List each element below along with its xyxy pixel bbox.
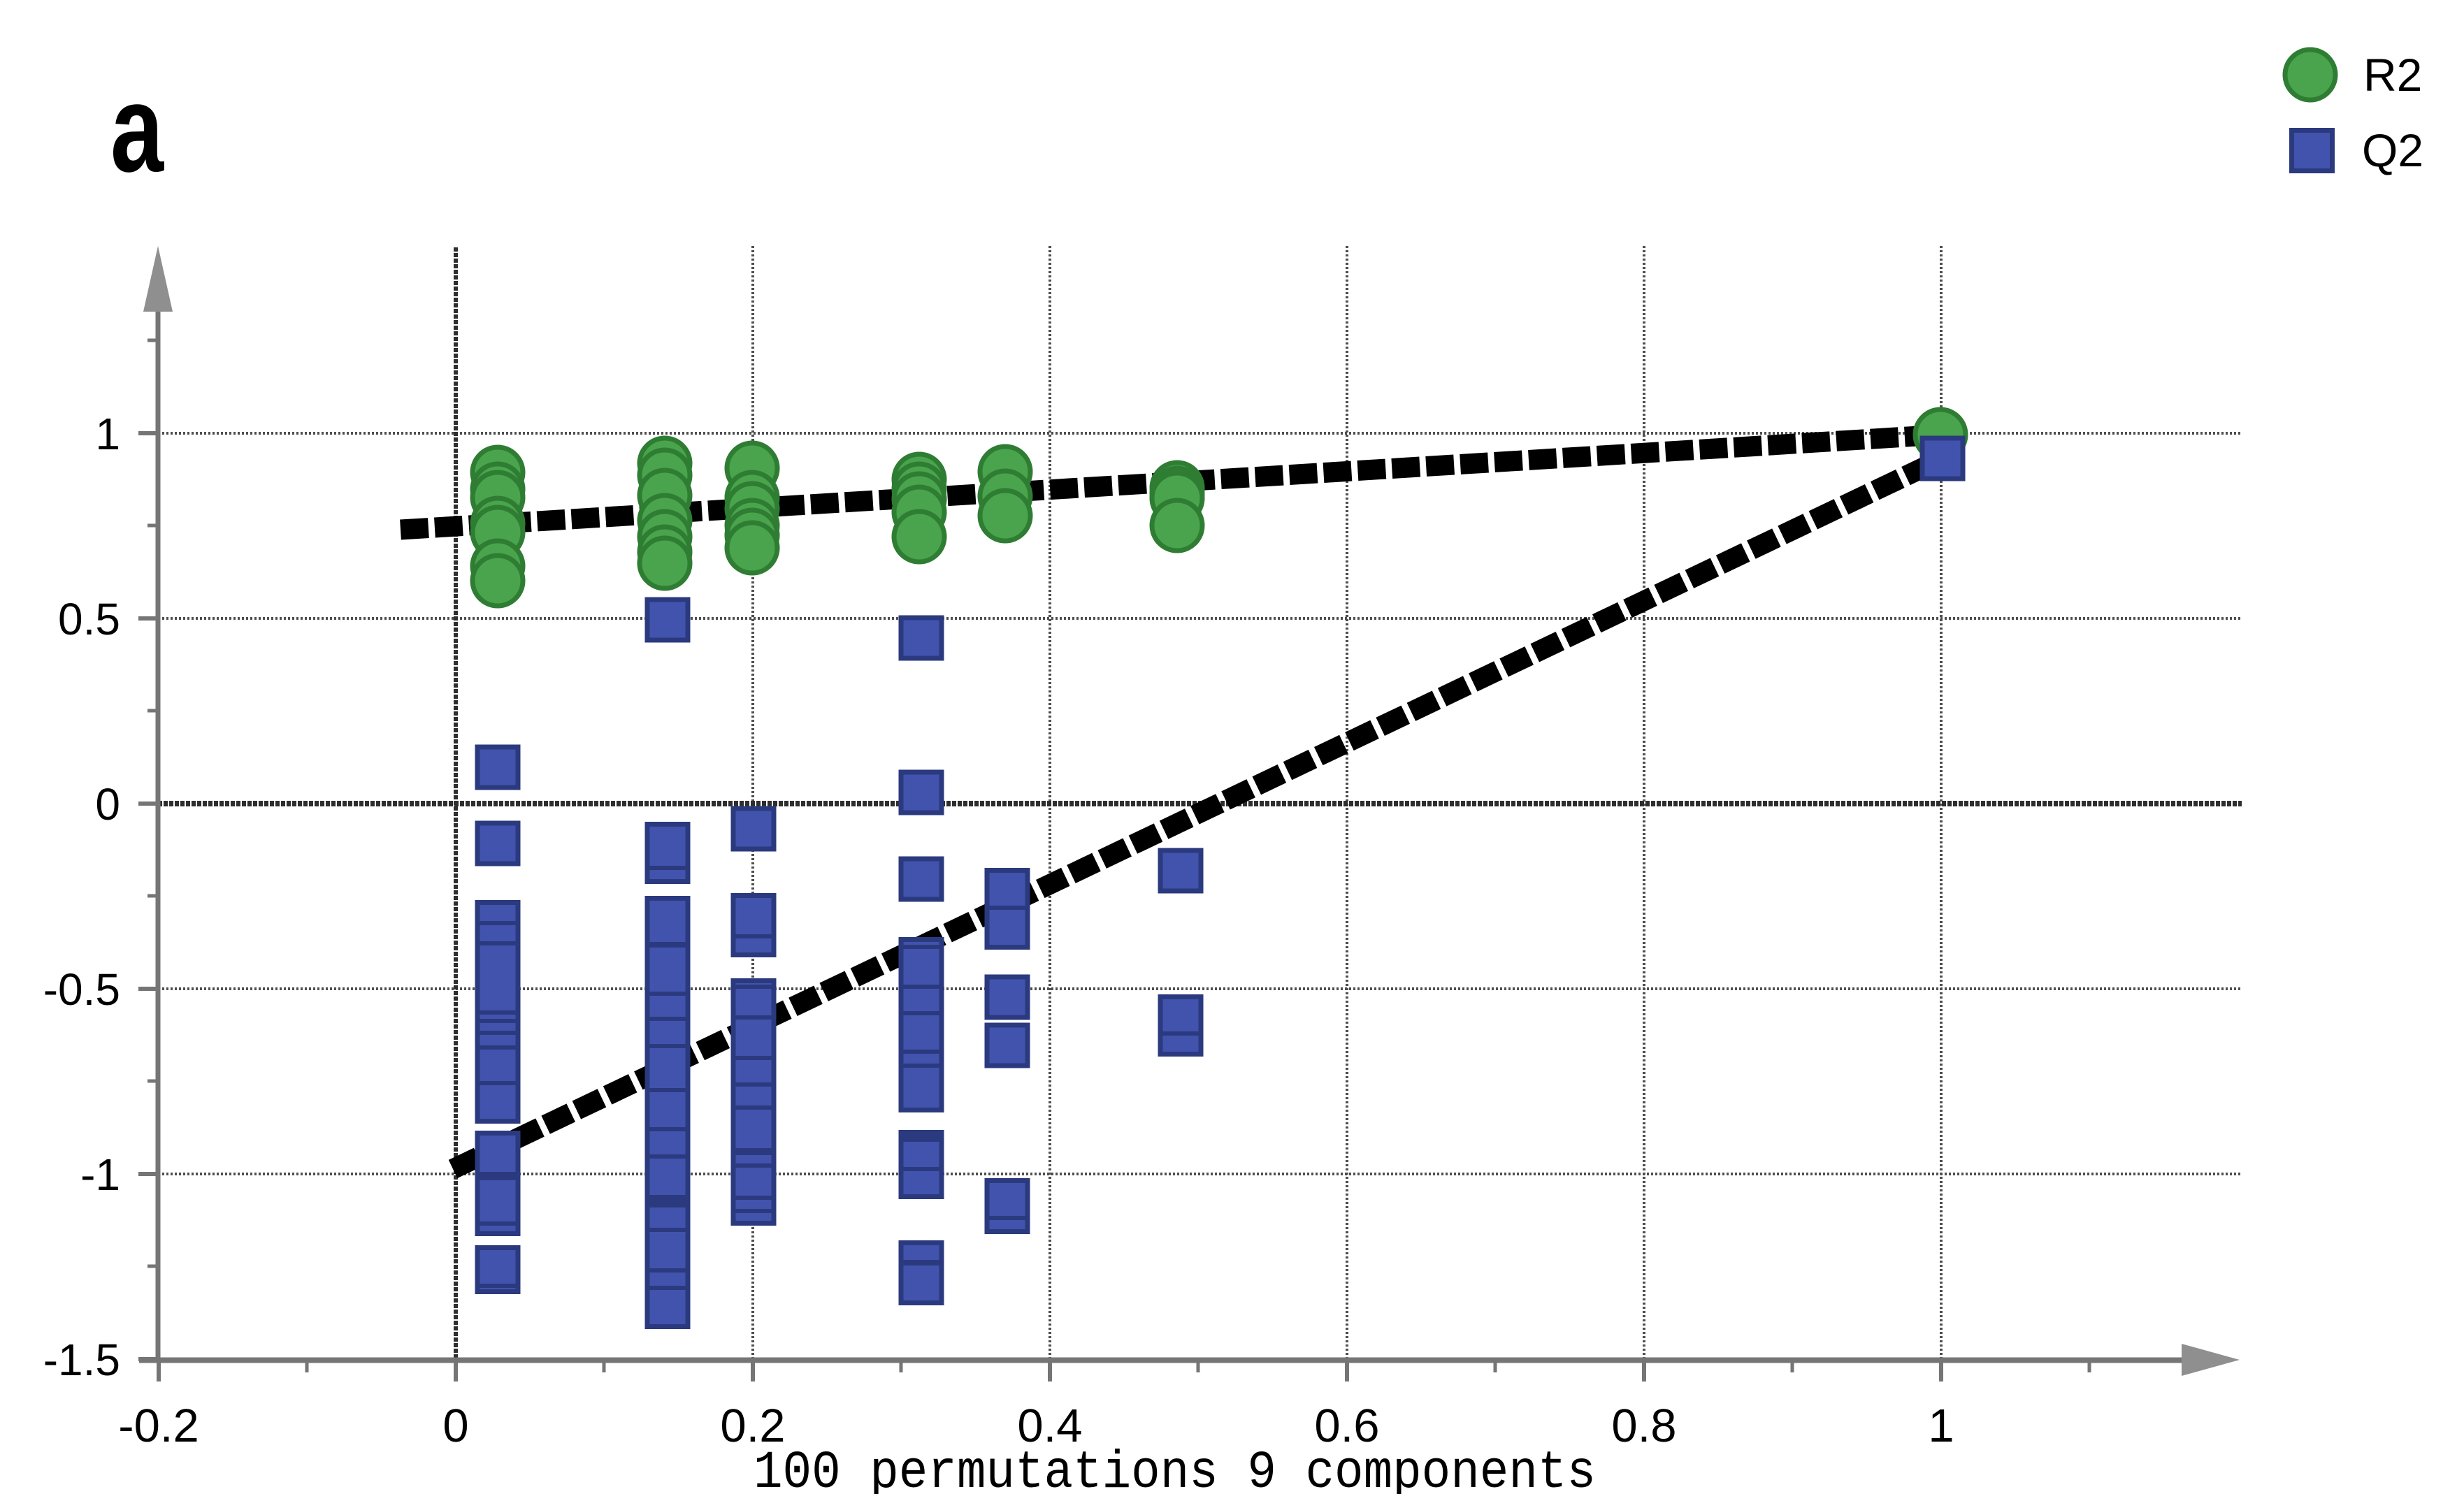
svg-text:R2: R2 [2363,49,2422,101]
svg-text:0: 0 [95,779,120,829]
svg-text:-0.2: -0.2 [118,1400,199,1452]
svg-text:-1: -1 [80,1149,120,1200]
svg-text:0.4: 0.4 [1017,1400,1082,1452]
svg-text:-1.5: -1.5 [43,1335,120,1385]
svg-text:1: 1 [1928,1400,1954,1452]
svg-text:a: a [110,59,165,198]
svg-text:1: 1 [95,409,120,459]
svg-text:0.8: 0.8 [1611,1400,1676,1452]
svg-text:0.6: 0.6 [1314,1400,1379,1452]
svg-text:100 permutations 9 components: 100 permutations 9 components [754,1443,1596,1494]
svg-text:0.2: 0.2 [720,1400,785,1452]
svg-text:Q2: Q2 [2362,124,2423,176]
svg-text:0.5: 0.5 [58,594,120,644]
svg-text:-0.5: -0.5 [43,964,120,1015]
svg-text:0: 0 [442,1400,468,1452]
